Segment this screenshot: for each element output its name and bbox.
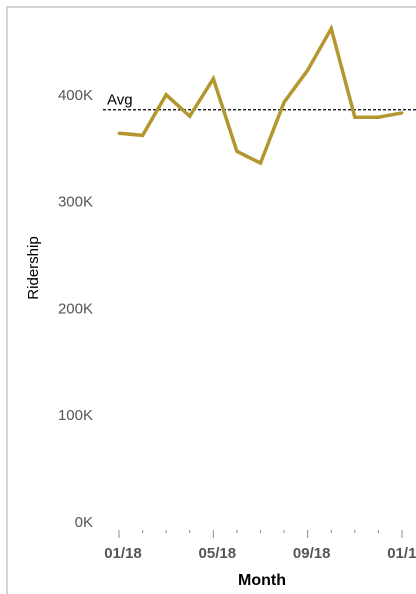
series-line — [118, 23, 403, 166]
data-point — [164, 93, 168, 97]
data-point — [259, 161, 262, 165]
data-point — [376, 115, 380, 119]
x-axis: 01/18 05/18 09/18 01/19 — [104, 530, 416, 562]
average-label: Avg — [107, 92, 133, 109]
data-point — [400, 111, 404, 115]
data-point — [306, 68, 310, 72]
data-point — [117, 131, 121, 135]
data-point — [353, 115, 357, 119]
x-tick-label: 01/19 — [387, 545, 416, 562]
average-reference-line: Avg — [103, 92, 416, 111]
y-tick-label: 300K — [58, 194, 93, 211]
data-point — [211, 77, 215, 81]
x-tick-label: 05/18 — [199, 545, 237, 562]
data-point — [329, 27, 333, 31]
data-point — [141, 133, 145, 137]
y-tick-label: 200K — [58, 300, 93, 317]
series-group — [117, 23, 404, 166]
y-tick-label: 100K — [58, 407, 93, 424]
y-tick-label: 0K — [75, 514, 93, 531]
y-axis-ticks: 0K 100K 200K 300K 400K — [58, 87, 93, 531]
y-tick-label: 400K — [58, 87, 93, 104]
x-axis-title: Month — [238, 572, 286, 589]
x-tick-label: 09/18 — [293, 545, 331, 562]
data-point — [282, 100, 286, 104]
chart-frame — [6, 6, 416, 594]
y-axis-title: Ridership — [25, 236, 42, 299]
data-point — [188, 114, 192, 118]
data-point — [235, 149, 239, 153]
x-tick-label: 01/18 — [104, 545, 142, 562]
